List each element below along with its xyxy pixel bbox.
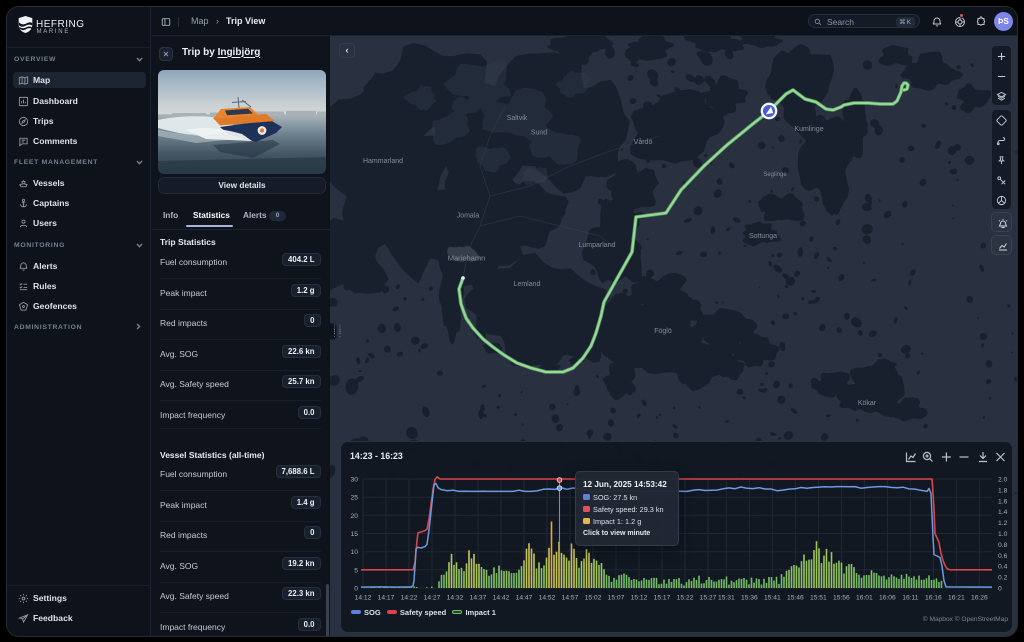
svg-text:15:31: 15:31 (718, 595, 735, 602)
svg-text:15:02: 15:02 (585, 595, 602, 602)
svg-text:15:17: 15:17 (654, 595, 671, 602)
svg-text:1.6: 1.6 (998, 498, 1008, 505)
svg-text:Sottunga: Sottunga (749, 233, 777, 240)
svg-text:Saltvik: Saltvik (507, 115, 528, 122)
svg-text:1.2: 1.2 (998, 520, 1008, 527)
svg-text:15:51: 15:51 (810, 595, 827, 602)
svg-text:15:12: 15:12 (631, 595, 648, 602)
svg-text:15:36: 15:36 (741, 595, 758, 602)
svg-text:0.2: 0.2 (998, 575, 1008, 582)
svg-text:0.8: 0.8 (998, 542, 1008, 549)
svg-text:Vårdö: Vårdö (634, 138, 653, 146)
svg-text:14:17: 14:17 (378, 595, 395, 602)
svg-text:0.4: 0.4 (998, 564, 1008, 571)
svg-text:16:21: 16:21 (948, 595, 965, 602)
svg-text:0: 0 (354, 586, 358, 593)
svg-text:15:46: 15:46 (787, 595, 804, 602)
svg-text:14:32: 14:32 (447, 595, 464, 602)
svg-text:14:37: 14:37 (470, 595, 487, 602)
svg-text:15:22: 15:22 (677, 595, 694, 602)
svg-text:Lemland: Lemland (514, 281, 541, 288)
svg-text:15: 15 (351, 531, 359, 538)
svg-text:5: 5 (354, 567, 358, 574)
svg-text:14:57: 14:57 (562, 595, 579, 602)
svg-text:14:12: 14:12 (355, 595, 372, 602)
svg-text:14:52: 14:52 (539, 595, 556, 602)
svg-text:Kökar: Kökar (858, 400, 877, 407)
svg-text:1.4: 1.4 (998, 509, 1008, 516)
svg-text:Lumparland: Lumparland (579, 242, 616, 249)
svg-text:1.8: 1.8 (998, 487, 1008, 494)
svg-text:Föglö: Föglö (654, 328, 672, 335)
svg-text:0.6: 0.6 (998, 553, 1008, 560)
svg-text:15:56: 15:56 (833, 595, 850, 602)
svg-text:16:16: 16:16 (925, 595, 942, 602)
svg-text:30: 30 (351, 477, 359, 484)
svg-text:Hammarland: Hammarland (363, 158, 403, 165)
svg-text:16:11: 16:11 (902, 595, 919, 602)
svg-text:14:27: 14:27 (424, 595, 441, 602)
svg-text:Jomala: Jomala (457, 213, 480, 220)
svg-text:2.0: 2.0 (998, 477, 1008, 484)
svg-text:15:07: 15:07 (608, 595, 625, 602)
svg-text:25: 25 (351, 495, 359, 502)
svg-text:1.0: 1.0 (998, 531, 1008, 538)
svg-text:16:06: 16:06 (879, 595, 896, 602)
svg-text:20: 20 (351, 513, 359, 520)
svg-text:Kumlinge: Kumlinge (794, 126, 823, 133)
svg-text:Sund: Sund (531, 130, 547, 137)
svg-text:16:01: 16:01 (856, 595, 873, 602)
svg-text:14:47: 14:47 (516, 595, 533, 602)
svg-text:0: 0 (998, 586, 1002, 593)
svg-text:10: 10 (351, 549, 359, 556)
svg-text:14:22: 14:22 (401, 595, 418, 602)
svg-text:Seglinge: Seglinge (763, 172, 787, 178)
svg-text:15:41: 15:41 (764, 595, 781, 602)
svg-text:Mariehamn: Mariehamn (448, 254, 486, 263)
svg-text:14:42: 14:42 (493, 595, 510, 602)
svg-text:16:26: 16:26 (971, 595, 988, 602)
svg-text:15:27: 15:27 (700, 595, 717, 602)
